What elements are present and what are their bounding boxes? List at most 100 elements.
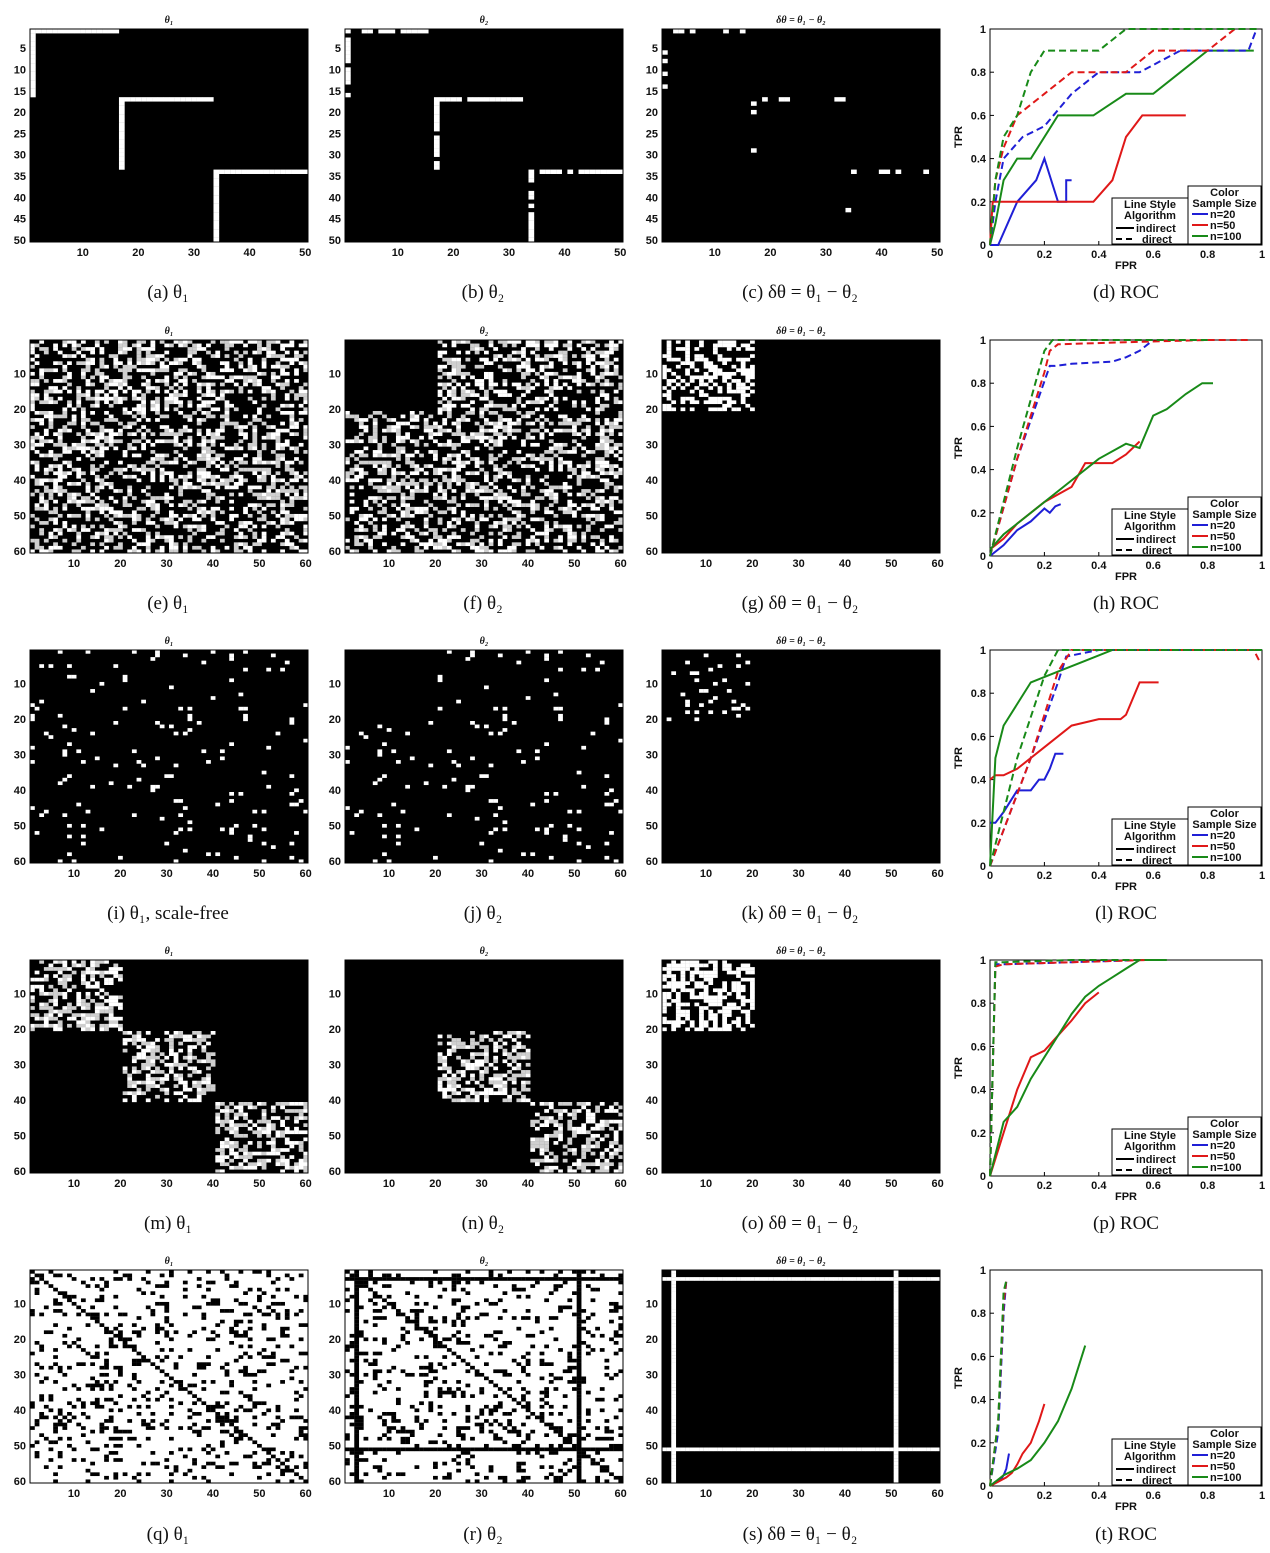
heatmap-cell [717, 354, 723, 358]
heatmap-cell [363, 428, 369, 433]
heatmap-cell [548, 354, 554, 358]
heatmap-cell [525, 492, 531, 497]
heatmap-cell [581, 503, 587, 507]
heatmap-cell [595, 467, 600, 472]
heatmap-cell [451, 1041, 457, 1046]
heatmap-cell [206, 393, 211, 397]
heatmap-cell [428, 414, 434, 419]
heatmap-cell [433, 450, 438, 454]
heatmap-cell [192, 371, 197, 376]
heatmap-cell [405, 524, 411, 529]
heatmap-cell [502, 450, 508, 454]
heatmap-cell [155, 1094, 160, 1099]
heatmap-cell [284, 1158, 290, 1163]
heatmap-cell [39, 528, 45, 532]
heatmap-cell [567, 1137, 573, 1142]
heatmap-cell [155, 453, 160, 458]
heatmap-cell [613, 474, 619, 479]
heatmap-cell [85, 453, 91, 458]
heatmap-cell [201, 467, 207, 472]
x-tick-label: 30 [476, 1178, 488, 1190]
heatmap-cell [136, 361, 142, 365]
heatmap-cell [289, 343, 295, 348]
heatmap-cell [62, 524, 68, 529]
heatmap-cell [141, 393, 146, 397]
heatmap-cell [585, 1119, 591, 1124]
heatmap-cell [595, 457, 600, 461]
heatmap-cell [53, 542, 58, 547]
heatmap-cell [493, 478, 499, 483]
heatmap-cell [169, 1034, 174, 1039]
heatmap-cell [368, 538, 373, 543]
heatmap-cell [235, 169, 242, 174]
heatmap-cell [289, 418, 295, 422]
heatmap-cell [30, 371, 35, 376]
heatmap-cell [145, 1041, 151, 1046]
heatmap-cell [460, 510, 466, 515]
heatmap-cell [141, 489, 146, 493]
heatmap-cell [145, 1077, 151, 1081]
heatmap-cell [685, 981, 690, 985]
heatmap-cell [215, 457, 221, 461]
heatmap-cell [298, 403, 304, 408]
heatmap-cell [722, 343, 728, 348]
x-tick-label: 50 [299, 247, 311, 259]
heatmap-cell [238, 1105, 244, 1110]
heatmap-cell [666, 981, 672, 985]
heatmap-cell [745, 967, 751, 971]
y-tick-label: 10 [329, 64, 341, 76]
heatmap-cell [294, 425, 299, 429]
heatmap-cell [113, 1023, 119, 1028]
heatmap-cell [80, 411, 86, 415]
heatmap-cell [99, 442, 105, 447]
heatmap-cell [613, 538, 619, 543]
legend-line-style-box [1111, 818, 1189, 866]
heatmap-cell [567, 474, 573, 479]
heatmap-cell [534, 756, 540, 761]
heatmap-cell [521, 1052, 526, 1056]
heatmap-cell [201, 453, 207, 458]
heatmap-cell [57, 435, 63, 440]
heatmap-cell [484, 1059, 489, 1064]
heatmap-cell [604, 1119, 610, 1124]
heatmap-cell [511, 407, 517, 412]
heatmap-cell [145, 549, 151, 554]
heatmap-cell [192, 503, 197, 507]
heatmap-cell [595, 667, 600, 672]
heatmap-cell [544, 371, 550, 376]
heatmap-cell [530, 421, 536, 426]
heatmap-cell [722, 967, 728, 971]
heatmap-cell [530, 485, 536, 490]
heatmap-cell [460, 460, 466, 465]
heatmap-cell [553, 485, 559, 490]
heatmap-cell [284, 364, 290, 369]
heatmap-cell [585, 460, 591, 465]
heatmap-cell [169, 774, 174, 778]
heatmap-cell [243, 414, 248, 419]
heatmap-cell [196, 1070, 202, 1074]
heatmap-cell [53, 517, 58, 522]
heatmap-cell [196, 1087, 202, 1092]
heatmap-cell [57, 350, 63, 355]
heatmap-cell [201, 1059, 207, 1064]
x-tick-label: 20 [114, 1178, 126, 1190]
heatmap-cell [210, 1062, 216, 1067]
heatmap-cell [437, 382, 443, 387]
heatmap-cell [484, 499, 489, 504]
heatmap-cell [502, 343, 508, 348]
heatmap-cell [159, 471, 165, 476]
heatmap-cell [108, 999, 114, 1003]
heatmap-cell [243, 1165, 248, 1170]
heatmap-cell [90, 549, 96, 554]
roc-y-tick-label: 0.4 [971, 775, 987, 787]
heatmap-cell [470, 457, 475, 461]
heatmap-background [30, 29, 308, 242]
heatmap-cell [252, 1130, 258, 1135]
heatmap-cell [699, 389, 704, 394]
heatmap-cell [201, 347, 207, 351]
heatmap-cell [662, 371, 667, 376]
heatmap-cell [243, 1116, 248, 1120]
heatmap-cell [113, 531, 119, 536]
heatmap-cell [247, 521, 253, 525]
heatmap-cell [613, 1137, 619, 1142]
